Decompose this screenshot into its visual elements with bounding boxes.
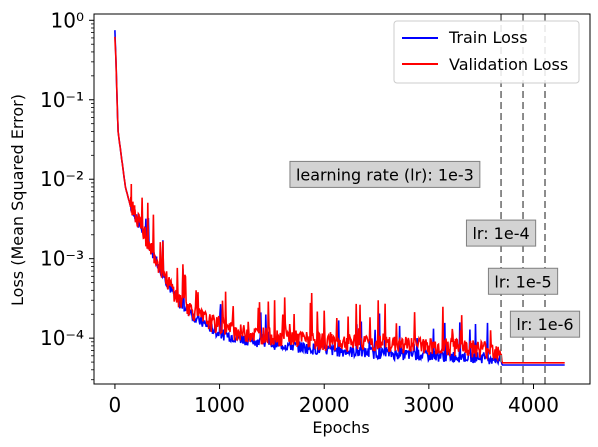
x-tick-label: 1000 — [194, 393, 245, 417]
legend-frame — [393, 20, 580, 84]
legend-label-train: Train Loss — [448, 28, 528, 47]
x-tick-label: 3000 — [403, 393, 454, 417]
y-tick-label: 10⁻⁴ — [40, 326, 84, 350]
lr-annotation-3: lr: 1e-5 — [487, 267, 559, 295]
axes-frame — [93, 13, 591, 385]
lr-annotation-box — [289, 160, 481, 188]
y-tick-label: 10⁰ — [51, 8, 84, 32]
lr-annotation-box — [509, 310, 581, 338]
lr-annotation-label: lr: 1e-4 — [472, 224, 529, 243]
x-tick-label: 4000 — [508, 393, 559, 417]
x-tick-label: 2000 — [299, 393, 350, 417]
x-tick-label: 0 — [109, 393, 122, 417]
legend: Train Loss Validation Loss — [393, 20, 580, 84]
lr-annotation-label: lr: 1e-6 — [516, 315, 573, 334]
validation-loss-line — [114, 36, 565, 364]
y-tick-label: 10⁻¹ — [40, 88, 84, 112]
lr-annotation-box — [487, 267, 559, 295]
plot-area: learning rate (lr): 1e-3 lr: 1e-4 lr: 1e-5… — [114, 14, 581, 384]
y-axis-label: Loss (Mean Squared Error) — [8, 94, 27, 306]
lr-annotation-box — [465, 219, 537, 247]
x-axis-label: Epochs — [312, 418, 369, 437]
y-tick-label: 10⁻³ — [40, 247, 84, 271]
lr-annotation-2: lr: 1e-4 — [465, 219, 537, 247]
y-tick-label: 10⁻² — [40, 167, 84, 191]
lr-annotation-label: lr: 1e-5 — [494, 272, 551, 291]
legend-label-validation: Validation Loss — [449, 55, 568, 74]
axes: 0 1000 2000 3000 4000 10⁻⁴ 10⁻³ 10⁻² 10⁻¹ 10⁰ — [40, 8, 591, 417]
lr-annotation-label: learning rate (lr): 1e-3 — [296, 165, 474, 184]
lr-annotation-4: lr: 1e-6 — [509, 310, 581, 338]
lr-annotation-1: learning rate (lr): 1e-3 — [289, 160, 481, 188]
